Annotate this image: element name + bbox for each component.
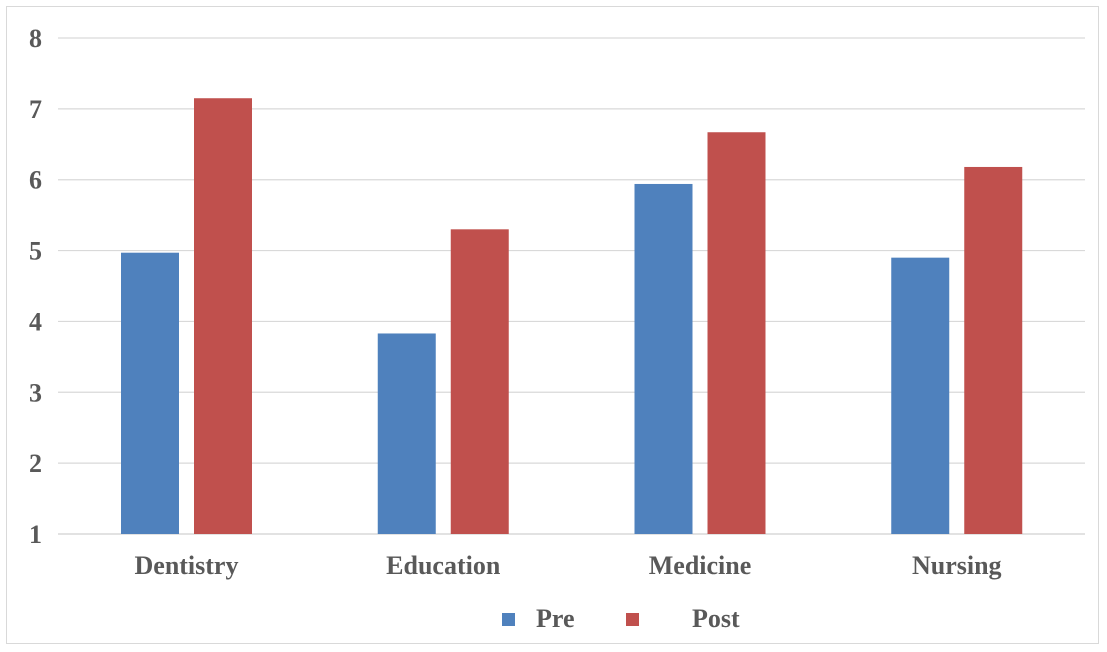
legend-label-post: Post (692, 604, 740, 633)
bar-post-nursing (964, 166, 1023, 534)
category-label: Education (386, 551, 501, 580)
legend: Pre Post (502, 604, 740, 633)
y-tick-label: 8 (29, 24, 42, 53)
bar-post-education (450, 229, 509, 535)
bar-pre-medicine (634, 183, 693, 535)
y-tick-label: 2 (29, 449, 42, 478)
y-tick-label: 7 (29, 95, 42, 124)
legend-swatch-post (626, 613, 639, 626)
category-label: Dentistry (135, 551, 239, 580)
y-tick-label: 5 (29, 237, 42, 266)
legend-label-pre: Pre (536, 604, 575, 633)
bar-pre-dentistry (121, 252, 179, 534)
category-label: Nursing (912, 551, 1002, 580)
bar-pre-nursing (891, 257, 950, 534)
legend-swatch-pre (502, 613, 515, 626)
bar-post-medicine (707, 132, 766, 535)
bar-post-dentistry (194, 98, 252, 534)
category-labels: Dentistry Education Medicine Nursing (135, 551, 1002, 580)
y-axis-tick-labels: 1 2 3 4 5 6 7 8 (29, 24, 42, 549)
y-tick-label: 6 (29, 166, 42, 195)
y-tick-label: 3 (29, 378, 42, 407)
bars (121, 98, 1023, 535)
y-tick-label: 4 (29, 307, 42, 336)
y-tick-label: 1 (29, 520, 42, 549)
category-label: Medicine (649, 551, 752, 580)
bar-pre-education (377, 333, 436, 534)
